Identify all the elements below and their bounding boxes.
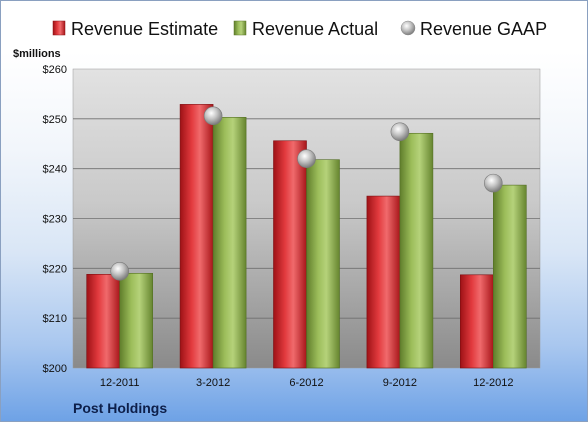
bar-revenue-actual — [306, 159, 340, 369]
bar-revenue-estimate — [179, 104, 214, 369]
y-tick-label: $200 — [43, 363, 67, 375]
bar-revenue-estimate — [366, 195, 401, 369]
marker-revenue-gaap — [297, 149, 316, 168]
x-tick-label: 6-2012 — [289, 377, 323, 389]
y-tick-label: $210 — [43, 313, 67, 325]
y-tick-label: $230 — [43, 214, 67, 226]
bar-revenue-actual — [492, 184, 527, 369]
company-name: Post Holdings — [73, 400, 167, 416]
legend: Revenue Estimate Revenue Actual Revenue … — [52, 19, 547, 39]
bar-revenue-estimate — [86, 274, 120, 369]
y-tick-label: $250 — [43, 114, 67, 126]
y-tick-label: $220 — [43, 263, 67, 275]
bar-revenue-actual — [119, 273, 153, 369]
x-tick-label: 3-2012 — [196, 377, 230, 389]
bar-revenue-estimate — [459, 274, 494, 369]
bar-revenue-actual — [399, 132, 434, 369]
legend-marker-revenue-gaap — [400, 20, 416, 36]
marker-revenue-gaap — [483, 173, 503, 193]
x-tick-label: 9-2012 — [383, 377, 417, 389]
y-axis-ticks: $200 $210 $220 $230 $240 $250 $260 — [43, 64, 67, 375]
gaap-markers — [110, 106, 503, 281]
marker-revenue-gaap — [390, 122, 410, 142]
legend-label-revenue-estimate: Revenue Estimate — [71, 19, 218, 39]
x-axis-ticks: 12-2011 3-2012 6-2012 9-2012 12-2012 — [100, 377, 514, 389]
legend-label-revenue-actual: Revenue Actual — [252, 19, 378, 39]
y-tick-label: $260 — [43, 64, 67, 76]
bar-revenue-actual — [212, 117, 247, 369]
y-axis-unit-label: $millions — [13, 48, 61, 60]
marker-revenue-gaap — [203, 106, 223, 126]
y-tick-label: $240 — [43, 164, 67, 176]
marker-revenue-gaap — [110, 262, 129, 281]
bar-revenue-estimate — [273, 140, 307, 369]
bars — [86, 104, 527, 369]
legend-swatch-revenue-actual — [233, 20, 247, 36]
x-tick-label: 12-2011 — [100, 377, 140, 389]
legend-swatch-revenue-estimate — [52, 20, 66, 36]
x-tick-label: 12-2012 — [473, 377, 513, 389]
legend-label-revenue-gaap: Revenue GAAP — [420, 19, 547, 39]
